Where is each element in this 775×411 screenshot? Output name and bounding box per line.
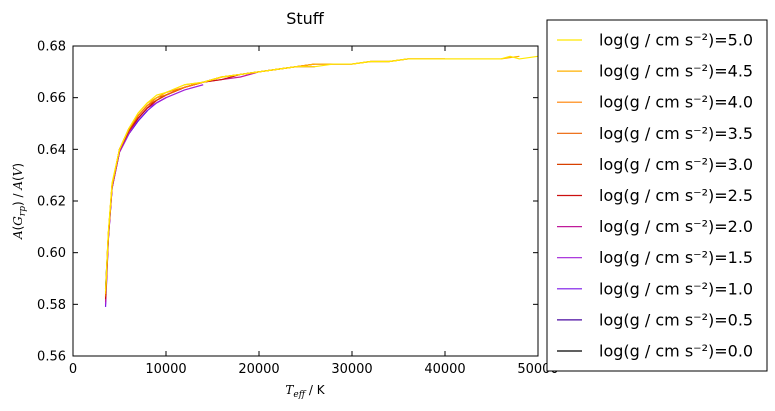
legend-label-4: log(g / cm s⁻²)=3.0 bbox=[599, 155, 753, 174]
legend-label-8: log(g / cm s⁻²)=1.0 bbox=[599, 279, 753, 298]
legend: log(g / cm s⁻²)=5.0 log(g / cm s⁻²)=4.5 lo… bbox=[546, 19, 768, 372]
legend-label-0: log(g / cm s⁻²)=5.0 bbox=[599, 31, 753, 50]
legend-label-2: log(g / cm s⁻²)=4.0 bbox=[599, 93, 753, 112]
series-line-8 bbox=[104, 97, 167, 307]
y-tick-label-2: 0.60 bbox=[37, 246, 66, 261]
legend-label-5: log(g / cm s⁻²)=2.5 bbox=[599, 186, 753, 205]
series-line-6 bbox=[104, 71, 260, 302]
x-axis-label: Teff / K bbox=[285, 383, 325, 400]
legend-entries: log(g / cm s⁻²)=5.0 log(g / cm s⁻²)=4.5 lo… bbox=[557, 31, 753, 361]
series-group bbox=[104, 55, 539, 307]
series-line-4 bbox=[104, 63, 352, 297]
legend-label-7: log(g / cm s⁻²)=1.5 bbox=[599, 248, 753, 267]
y-tick-label-5: 0.66 bbox=[37, 91, 66, 106]
series-line-0 bbox=[104, 55, 539, 292]
y-axis-label: A(Grp) / A(V) bbox=[11, 163, 28, 240]
legend-label-1: log(g / cm s⁻²)=4.5 bbox=[599, 62, 753, 81]
chart-title: Stuff bbox=[286, 9, 325, 28]
y-tick-label-6: 0.68 bbox=[37, 40, 66, 55]
x-tick-label-2: 20000 bbox=[238, 362, 279, 377]
y-tick-label-0: 0.56 bbox=[37, 350, 66, 365]
series-line-7 bbox=[104, 84, 204, 305]
plot-frame bbox=[72, 45, 539, 357]
x-tick-label-0: 0 bbox=[69, 362, 77, 377]
x-tick-label-4: 40000 bbox=[424, 362, 465, 377]
x-tick-label-1: 10000 bbox=[145, 362, 186, 377]
y-tick-label-4: 0.64 bbox=[37, 143, 66, 158]
y-tick-label-1: 0.58 bbox=[37, 298, 66, 313]
legend-label-9: log(g / cm s⁻²)=0.5 bbox=[599, 310, 753, 329]
y-tick-label-3: 0.62 bbox=[37, 195, 66, 210]
series-line-2 bbox=[104, 58, 445, 295]
legend-label-10: log(g / cm s⁻²)=0.0 bbox=[599, 342, 753, 361]
legend-label-6: log(g / cm s⁻²)=2.0 bbox=[599, 217, 753, 236]
legend-box bbox=[546, 19, 768, 372]
legend-label-3: log(g / cm s⁻²)=3.5 bbox=[599, 124, 753, 143]
x-tick-label-3: 30000 bbox=[331, 362, 372, 377]
ticks-group: 0 10000 20000 30000 40000 500000.560.580.600.… bbox=[37, 40, 559, 378]
series-line-5 bbox=[104, 66, 315, 300]
